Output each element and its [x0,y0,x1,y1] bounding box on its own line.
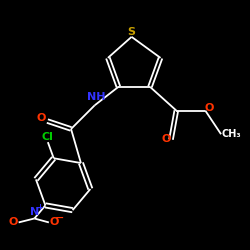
Text: O: O [50,218,59,228]
Text: +: + [36,203,43,212]
Text: CH₃: CH₃ [222,129,242,139]
Text: −: − [55,213,64,223]
Text: NH: NH [87,92,105,102]
Text: O: O [204,103,214,113]
Text: Cl: Cl [42,132,54,142]
Text: O: O [36,114,46,124]
Text: O: O [161,134,170,144]
Text: N: N [30,207,39,217]
Text: S: S [128,26,136,36]
Text: O: O [9,218,18,228]
